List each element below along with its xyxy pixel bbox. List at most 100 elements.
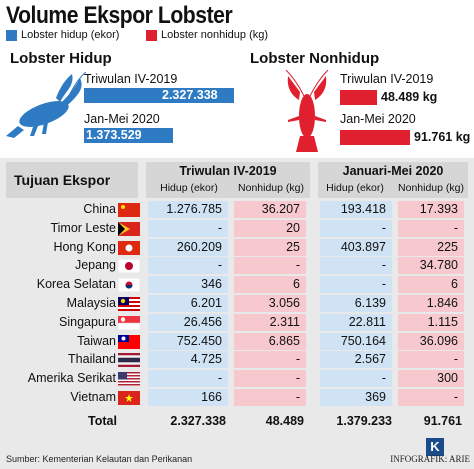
country-label: China	[83, 202, 116, 216]
nonlive-period1-value: 48.489 kg	[381, 90, 438, 104]
legend-swatch-red	[146, 29, 157, 41]
total-p2-hidup: 1.379.233	[336, 414, 392, 428]
total-label: Total	[88, 414, 117, 428]
table-cell: 6.865	[234, 332, 306, 350]
table-cell: 1.846	[398, 295, 464, 312]
table-cell: 193.418	[320, 201, 392, 218]
period1-header: Triwulan IV-2019	[179, 164, 277, 178]
table-cell: 300	[398, 370, 464, 388]
legend-swatch-blue	[6, 29, 17, 41]
table-cell: 4.725	[148, 351, 228, 369]
singapore-flag-icon	[117, 315, 141, 331]
table-cell: 6.139	[320, 295, 392, 312]
total-p1-nonhidup: 48.489	[265, 414, 304, 428]
country-label: Timor Leste	[50, 220, 116, 235]
table-cell: 750.164	[320, 332, 392, 350]
table-cell: 260.209	[148, 238, 228, 256]
table-cell: 34.780	[398, 257, 464, 275]
nonlive-heading: Lobster Nonhidup	[250, 50, 380, 67]
usa-flag-icon	[118, 372, 140, 387]
table-cell: -	[398, 389, 464, 406]
table-cell: 6.201	[148, 295, 228, 312]
table-cell: -	[148, 370, 228, 388]
nonlive-period2-bar	[340, 130, 410, 145]
timor-leste-flag-icon	[118, 221, 140, 236]
live-period2-value: 1.373.529	[86, 128, 142, 142]
table-cell: 1.276.785	[148, 201, 228, 218]
japan-flag-icon	[117, 259, 141, 274]
kompas-logo-icon: K	[426, 438, 444, 456]
china-flag-icon	[118, 203, 140, 217]
nonlive-period1-bar	[340, 90, 377, 105]
country-label: Amerika Serikat	[27, 371, 116, 386]
table-cell: 3.056	[234, 295, 306, 312]
country-label: Vietnam	[70, 390, 116, 404]
table-cell: 1.115	[398, 313, 464, 331]
table-cell: -	[148, 219, 228, 237]
period1-sub-hidup: Hidup (ekor)	[160, 182, 218, 194]
live-period1-value: 2.327.338	[162, 88, 218, 102]
country-label: Jepang	[74, 258, 116, 273]
table-cell: 25	[234, 238, 306, 256]
country-label: Hong Kong	[53, 239, 116, 254]
table-cell: -	[320, 370, 392, 388]
country-label: Korea Selatan	[36, 277, 116, 292]
vietnam-flag-icon	[118, 391, 140, 405]
table-cell: 36.096	[398, 332, 464, 350]
table-cell: 6	[398, 276, 464, 294]
table-cell: -	[148, 257, 228, 275]
country-label: Malaysia	[66, 296, 116, 310]
table-cell: -	[398, 219, 464, 237]
table-cell: 346	[148, 276, 228, 294]
legend-hidup-label: Lobster hidup (ekor)	[21, 29, 120, 41]
table-cell: 2.567	[320, 351, 392, 369]
credit-note: INFOGRAFIK: ARIE	[390, 454, 470, 464]
table-cell: -	[398, 351, 464, 369]
malaysia-flag-icon	[118, 297, 140, 311]
legend-nonhidup: Lobster nonhidup (kg)	[146, 29, 268, 41]
dest-header-block	[6, 162, 138, 198]
table-cell: 6	[234, 276, 306, 294]
table-cell: -	[234, 389, 306, 406]
country-label: Singapura	[59, 314, 116, 329]
period2-header-block	[318, 162, 468, 198]
nonlive-period2-value: 91.761 kg	[414, 130, 471, 144]
live-heading: Lobster Hidup	[10, 50, 112, 67]
table-cell: 752.450	[148, 332, 228, 350]
chart-title: Volume Ekspor Lobster	[6, 2, 233, 29]
period2-header: Januari-Mei 2020	[342, 164, 444, 178]
blue-lobster-icon	[6, 72, 86, 138]
table-cell: 22.811	[320, 313, 392, 331]
live-period1-bar	[84, 88, 234, 103]
legend-hidup: Lobster hidup (ekor)	[6, 29, 119, 41]
thailand-flag-icon	[118, 353, 140, 368]
country-label: Taiwan	[77, 333, 116, 348]
nonlive-period2-label: Jan-Mei 2020	[340, 112, 416, 126]
live-period2-label: Jan-Mei 2020	[84, 112, 160, 126]
table-cell: 225	[398, 238, 464, 256]
legend-nonhidup-label: Lobster nonhidup (kg)	[161, 29, 269, 41]
red-lobster-icon	[285, 70, 329, 152]
period2-sub-hidup: Hidup (ekor)	[326, 182, 384, 194]
live-period2-bar	[84, 128, 173, 143]
table-cell: 166	[148, 389, 228, 406]
table-cell: -	[320, 257, 392, 275]
table-cell: 26.456	[148, 313, 228, 331]
table-cell: 20	[234, 219, 306, 237]
table-cell: -	[234, 351, 306, 369]
table-cell: 36.207	[234, 201, 306, 218]
nonlive-period1-label: Triwulan IV-2019	[340, 72, 434, 86]
table-cell: 403.897	[320, 238, 392, 256]
dest-header: Tujuan Ekspor	[14, 172, 111, 188]
country-label: Thailand	[68, 352, 116, 367]
table-cell: -	[234, 257, 306, 275]
south-korea-flag-icon	[117, 277, 141, 293]
table-cell: -	[320, 276, 392, 294]
table-cell: 17.393	[398, 201, 464, 218]
period1-sub-nonhidup: Nonhidup (kg)	[238, 182, 304, 194]
live-period1-label: Triwulan IV-2019	[84, 72, 178, 86]
hong-kong-flag-icon	[118, 240, 140, 255]
source-note: Sumber: Kementerian Kelautan dan Perikan…	[6, 454, 193, 464]
table-cell: -	[234, 370, 306, 388]
period1-header-block	[146, 162, 310, 198]
